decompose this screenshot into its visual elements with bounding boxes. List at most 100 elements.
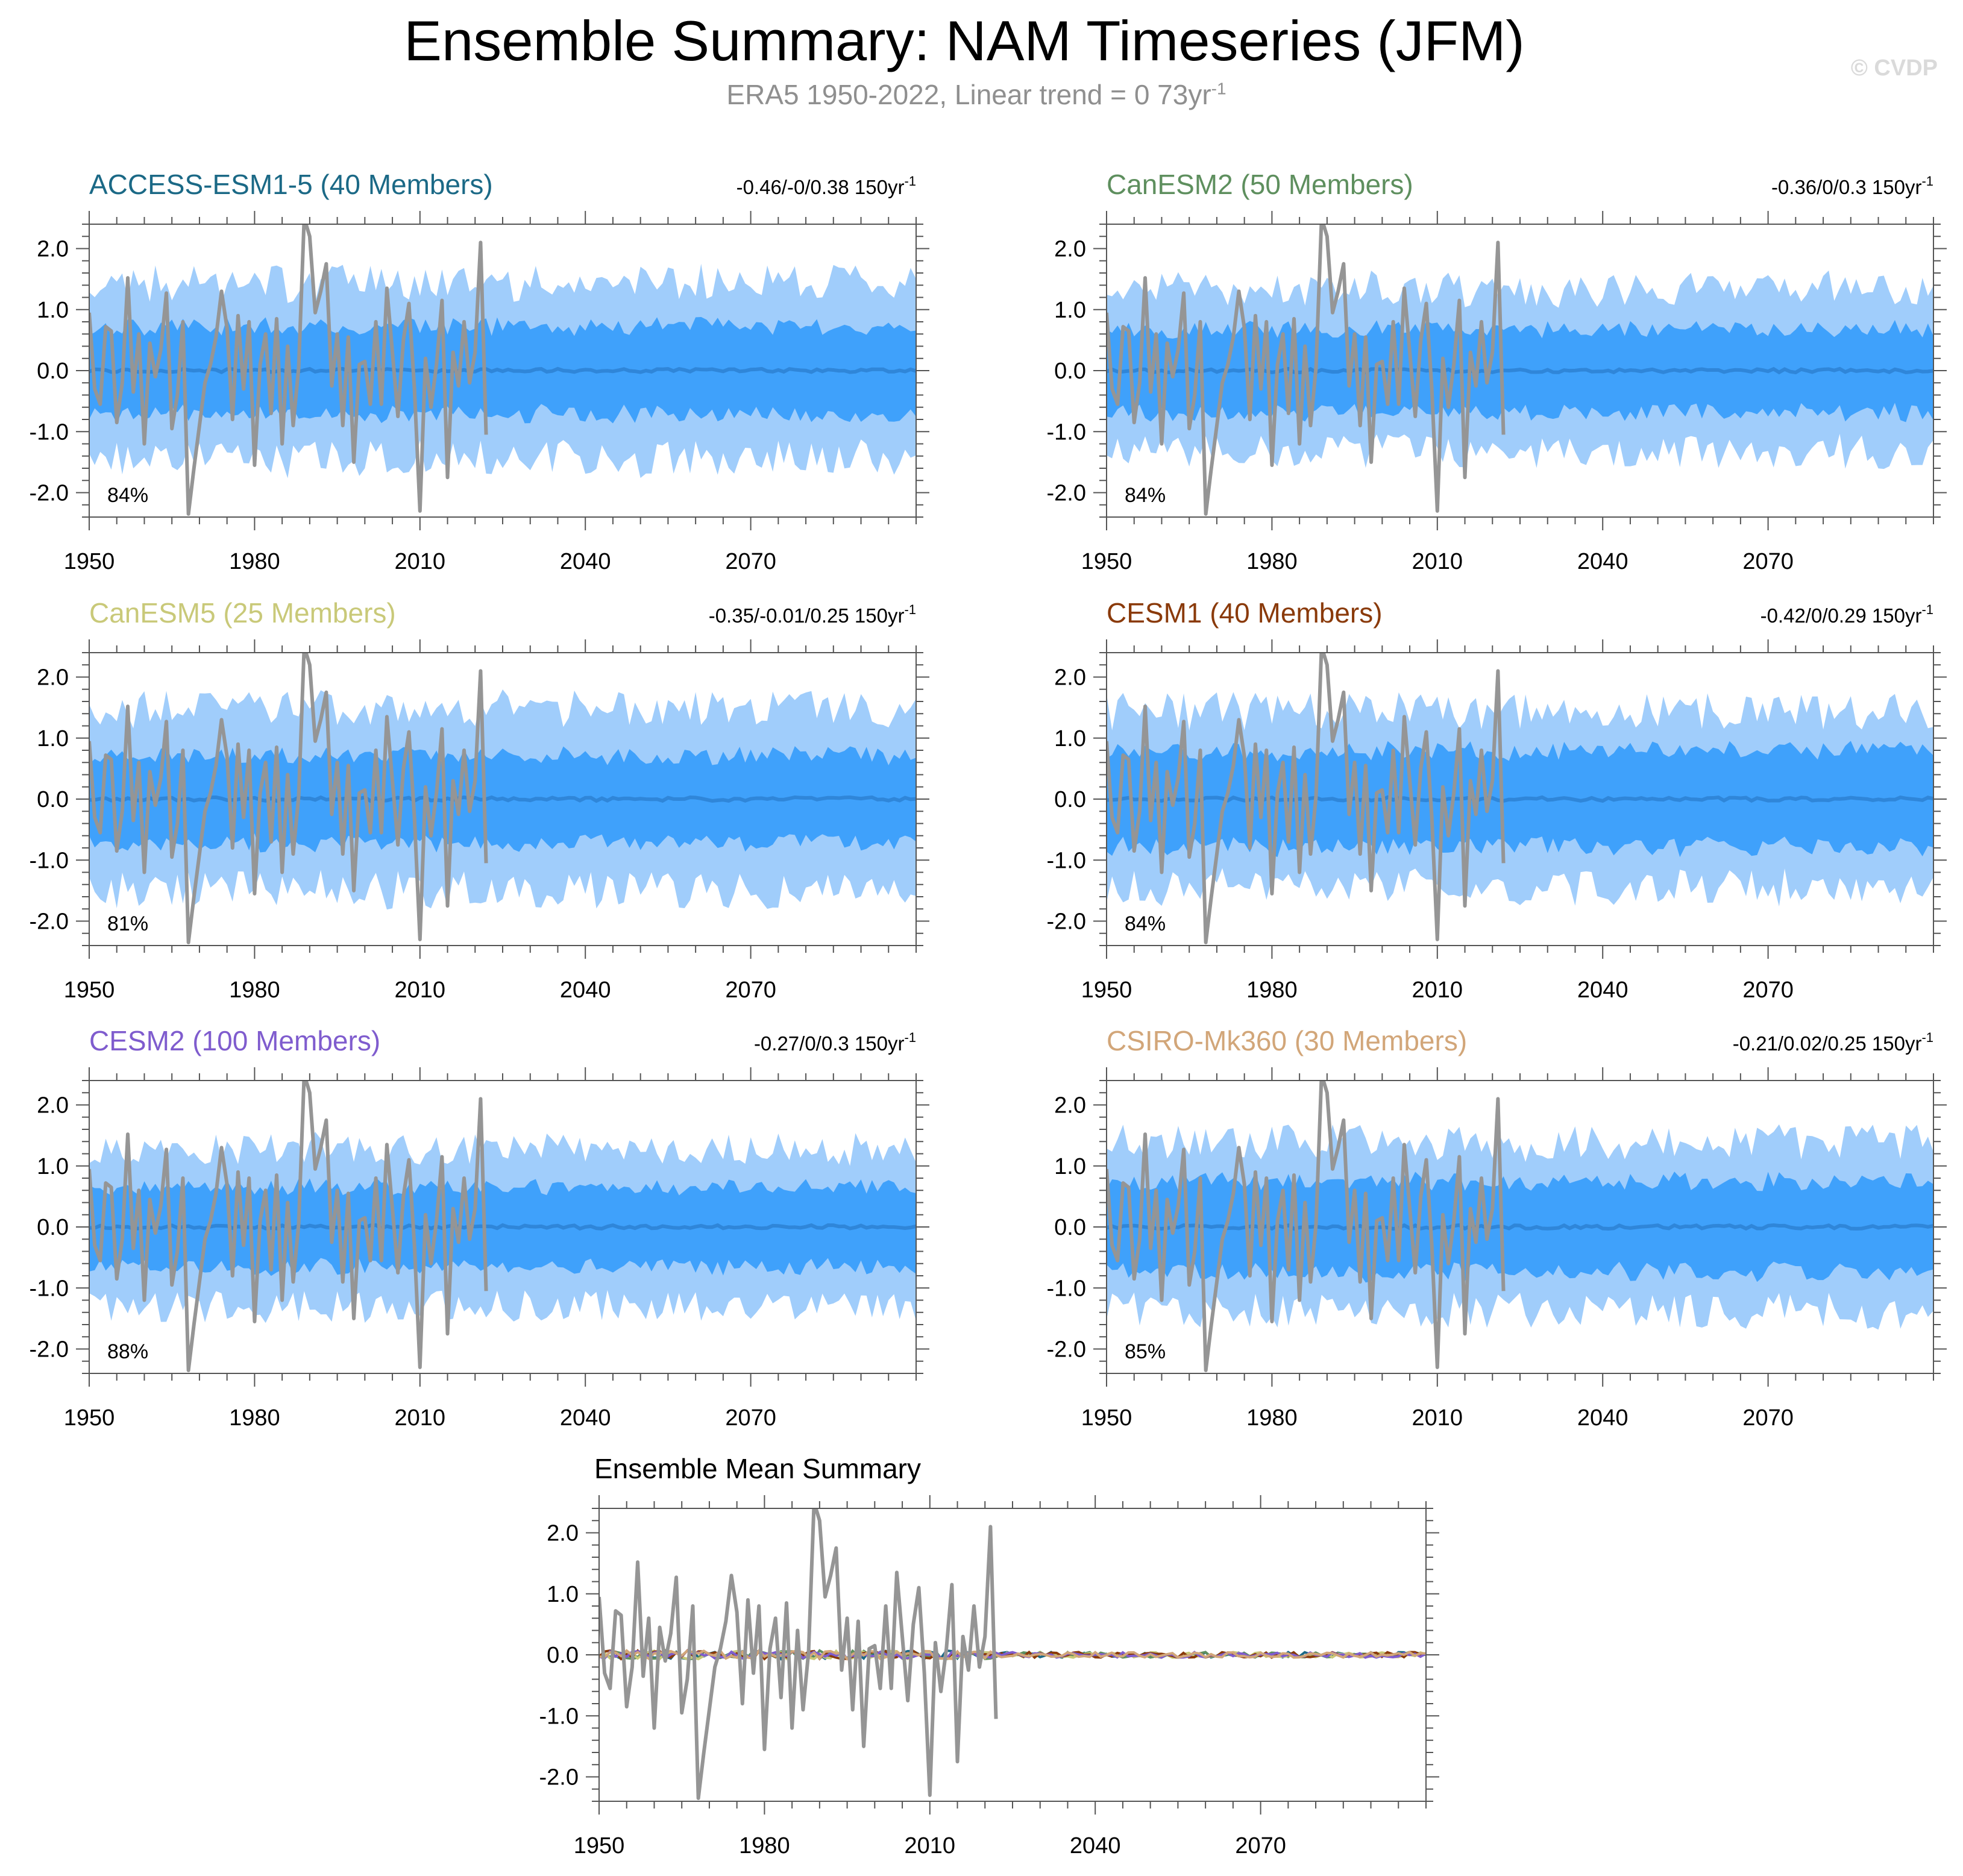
y-tick-label: 0.0 — [37, 1215, 69, 1240]
panel-title: ACCESS-ESM1-5 (40 Members) — [89, 169, 493, 200]
y-tick-label: -2.0 — [1047, 909, 1086, 935]
percent-label: 84% — [1125, 912, 1166, 935]
x-tick-label: 2010 — [395, 549, 446, 574]
ensemble-mean-line — [89, 1223, 916, 1231]
trend-unit-exponent: -1 — [904, 1030, 916, 1045]
ensemble-mean-line — [1107, 795, 1933, 803]
y-tick-label: 0.0 — [1054, 787, 1086, 812]
x-tick-label: 1950 — [1081, 1405, 1132, 1431]
y-tick-label: 1.0 — [37, 726, 69, 751]
y-tick-label: 2.0 — [37, 1093, 69, 1118]
y-tick-label: 2.0 — [37, 237, 69, 262]
trend-unit-exponent: -1 — [1921, 1030, 1933, 1045]
y-tick-label: -2.0 — [30, 1337, 69, 1363]
y-tick-label: 1.0 — [37, 1154, 69, 1179]
plot-area — [599, 1508, 1426, 1800]
panel-title: Ensemble Mean Summary — [594, 1453, 921, 1484]
x-tick-label: 2040 — [1577, 977, 1629, 1003]
y-tick-label: -2.0 — [30, 909, 69, 935]
x-tick-label: 1950 — [64, 1405, 115, 1431]
observed-line — [1107, 224, 1506, 516]
y-tick-label: -1.0 — [30, 419, 69, 445]
y-tick-label: 0.0 — [37, 787, 69, 812]
x-tick-label: 1980 — [739, 1833, 790, 1859]
figure-title: Ensemble Summary: NAM Timeseries (JFM) — [404, 9, 1525, 72]
x-tick-label: 2070 — [725, 977, 776, 1003]
panel-canesm5: 1950 1980 2010 2040 2070 2.0 1.0 0.0 -1.0 -2.0 Can… — [30, 597, 929, 1003]
x-tick-label: 1980 — [229, 549, 280, 574]
observed-line — [89, 1081, 488, 1372]
plot-area — [1107, 1081, 1933, 1372]
percent-label: 84% — [107, 484, 148, 507]
y-tick-label: -2.0 — [1047, 481, 1086, 506]
x-tick-label: 2040 — [1577, 549, 1629, 574]
panel-csiro-mk360: 1950 1980 2010 2040 2070 2.0 1.0 0.0 -1.0 -2.0 CSI… — [1047, 1025, 1947, 1431]
x-tick-label: 2070 — [1235, 1833, 1286, 1859]
x-tick-label: 2070 — [725, 1405, 776, 1431]
x-tick-label: 1950 — [1081, 977, 1132, 1003]
panel-access-esm1-5: 1950 1980 2010 2040 2070 2.0 1.0 0.0 -1.0 -2.0 ACC… — [30, 169, 929, 574]
x-tick-label: 2070 — [1742, 1405, 1794, 1431]
x-tick-label: 2070 — [1742, 549, 1794, 574]
x-tick-label: 2010 — [395, 1405, 446, 1431]
trend-unit-exponent: -1 — [1921, 602, 1933, 617]
ensemble-mean-line — [1107, 1223, 1933, 1231]
panel-title: CESM2 (100 Members) — [89, 1025, 380, 1056]
y-tick-label: -2.0 — [539, 1765, 579, 1790]
plot-area — [89, 653, 916, 944]
x-tick-label: 2040 — [560, 549, 611, 574]
x-tick-label: 1980 — [1246, 977, 1298, 1003]
x-tick-label: 1950 — [574, 1833, 625, 1859]
x-tick-label: 2010 — [1412, 549, 1463, 574]
y-tick-label: -1.0 — [30, 848, 69, 873]
y-tick-label: 2.0 — [37, 665, 69, 691]
x-tick-label: 1950 — [64, 549, 115, 574]
panel-cesm1: 1950 1980 2010 2040 2070 2.0 1.0 0.0 -1.0 -2.0 CES… — [1047, 597, 1947, 1003]
trend-range-label: -0.42/0/0.29 150yr-1 — [1760, 602, 1933, 627]
subtitle-unit-exponent: -1 — [1211, 79, 1226, 98]
trend-range-label: -0.35/-0.01/0.25 150yr-1 — [709, 602, 916, 627]
x-tick-label: 1980 — [1246, 549, 1298, 574]
plot-area — [89, 1081, 916, 1372]
x-tick-label: 2040 — [1577, 1405, 1629, 1431]
subtitle-text: ERA5 1950-2022, Linear trend = 0 73yr — [726, 79, 1211, 110]
trend-range-label: -0.21/0.02/0.25 150yr-1 — [1733, 1030, 1933, 1055]
percent-label: 85% — [1125, 1340, 1166, 1363]
trend-range-label: -0.36/0/0.3 150yr-1 — [1771, 174, 1933, 198]
panel-canesm2: 1950 1980 2010 2040 2070 2.0 1.0 0.0 -1.0 -2.0 Can… — [1047, 169, 1947, 574]
trend-unit-exponent: -1 — [1921, 174, 1933, 189]
observed-line — [89, 224, 488, 516]
observed-line — [89, 653, 488, 944]
ensemble-mean-line — [1107, 366, 1933, 375]
copyright-watermark: © CVDP — [1850, 55, 1938, 81]
y-tick-label: -2.0 — [30, 481, 69, 506]
y-tick-label: 1.0 — [547, 1582, 579, 1607]
panel-cesm2: 1950 1980 2010 2040 2070 2.0 1.0 0.0 -1.0 -2.0 CES… — [30, 1025, 929, 1431]
x-tick-label: 2070 — [1742, 977, 1794, 1003]
x-tick-label: 1980 — [229, 1405, 280, 1431]
y-tick-label: 1.0 — [1054, 726, 1086, 751]
y-tick-label: 2.0 — [547, 1521, 579, 1546]
y-tick-label: 1.0 — [37, 298, 69, 323]
x-tick-label: 2010 — [1412, 1405, 1463, 1431]
percent-label: 81% — [107, 912, 148, 935]
observed-line — [1107, 1081, 1506, 1372]
observed-line — [599, 1508, 998, 1800]
ensemble-mean-line — [89, 366, 916, 374]
y-tick-label: -1.0 — [1047, 419, 1086, 445]
plot-area — [1107, 653, 1933, 944]
y-tick-label: 0.0 — [1054, 359, 1086, 384]
x-tick-label: 2010 — [905, 1833, 956, 1859]
y-tick-label: -1.0 — [1047, 848, 1086, 873]
y-tick-label: 0.0 — [1054, 1215, 1086, 1240]
mean-line-csiro-mk360 — [599, 1648, 1426, 1661]
trend-range-label: -0.46/-0/0.38 150yr-1 — [737, 174, 916, 198]
trend-unit-exponent: -1 — [904, 174, 916, 189]
y-tick-label: 0.0 — [547, 1643, 579, 1668]
percent-label: 84% — [1125, 484, 1166, 507]
panel-title: CanESM2 (50 Members) — [1107, 169, 1413, 200]
x-tick-label: 1980 — [1246, 1405, 1298, 1431]
x-tick-label: 2040 — [560, 977, 611, 1003]
plot-area — [89, 224, 916, 516]
